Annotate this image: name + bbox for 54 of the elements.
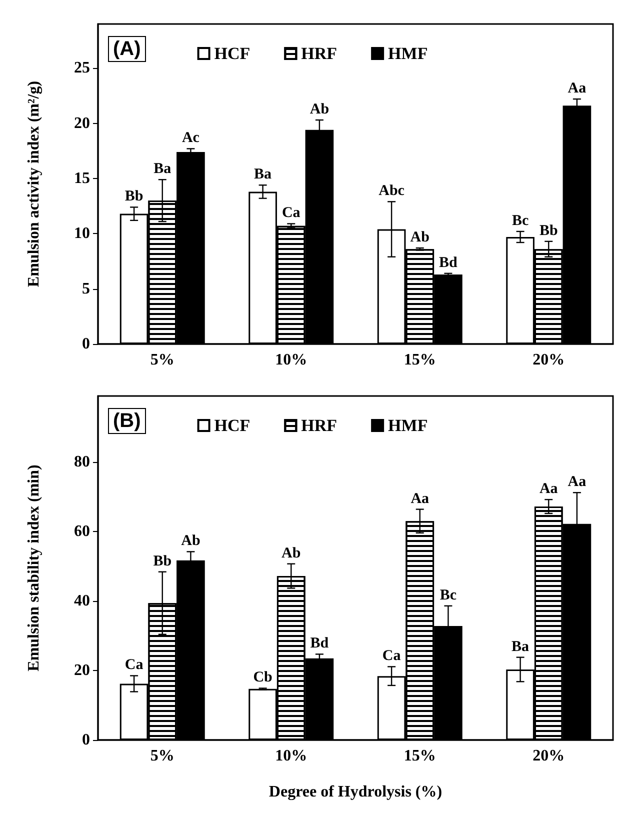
legend-label: HRF xyxy=(301,44,338,63)
x-tick-label: 20% xyxy=(532,352,565,368)
y-tick-label: 0 xyxy=(82,732,90,748)
annotation: Ab xyxy=(310,102,330,118)
legend-label: HMF xyxy=(388,44,428,63)
x-tick-label: 5% xyxy=(150,748,174,764)
annotation: Ab xyxy=(410,230,430,246)
y-tick-label: 60 xyxy=(74,523,90,540)
y-tick-label: 80 xyxy=(74,454,90,471)
annotation: Aa xyxy=(539,481,558,498)
y-axis-title: Emulsion activity index (m²/g) xyxy=(26,80,42,288)
x-tick-label: 5% xyxy=(150,352,174,368)
annotation: Bd xyxy=(310,636,330,652)
y-tick-label: 20 xyxy=(74,114,90,132)
y-tick-label: 15 xyxy=(74,170,90,187)
x-axis-title: Degree of Hydrolysis (%) xyxy=(268,784,442,800)
legend-label: HMF xyxy=(388,416,428,435)
annotation: Aa xyxy=(410,490,430,507)
legend-label: HRF xyxy=(301,416,338,435)
y-axis-title: Emulsion stability index (min) xyxy=(26,464,42,672)
x-tick-label: 10% xyxy=(275,748,308,764)
annotation: Ac xyxy=(182,130,200,146)
y-tick-label: 5 xyxy=(82,280,90,298)
annotation: Ba xyxy=(254,166,272,183)
y-tick-label: 10 xyxy=(74,225,90,242)
x-tick-label: 15% xyxy=(404,352,436,368)
y-tick-label: 40 xyxy=(74,592,90,610)
annotation: Ba xyxy=(512,638,530,655)
annotation: Bd xyxy=(439,254,458,271)
annotation: Ca xyxy=(382,648,402,664)
annotation: Ba xyxy=(154,161,172,178)
annotation: Ab xyxy=(181,533,200,550)
x-tick-label: 20% xyxy=(532,748,565,764)
annotation: Ab xyxy=(282,545,301,562)
text: (B) xyxy=(113,410,141,432)
y-tick-label: 0 xyxy=(82,336,90,352)
annotation: Bc xyxy=(512,212,529,229)
annotation: Bb xyxy=(153,553,172,570)
x-tick-label: 15% xyxy=(404,748,436,764)
y-tick-label: 20 xyxy=(74,662,90,680)
text: (A) xyxy=(113,38,141,60)
legend-label: HCF xyxy=(214,44,250,63)
annotation: Cb xyxy=(253,670,272,686)
legend-label: HCF xyxy=(214,416,250,435)
annotation: Bb xyxy=(124,188,144,205)
annotation: Bb xyxy=(539,222,558,239)
x-tick-label: 10% xyxy=(275,352,308,368)
annotation: Ca xyxy=(282,205,301,222)
annotation: Aa xyxy=(568,80,587,97)
annotation: Abc xyxy=(378,183,405,200)
y-tick-label: 25 xyxy=(74,60,90,77)
annotation: Bc xyxy=(440,587,457,604)
annotation: Ca xyxy=(124,657,144,674)
annotation: Aa xyxy=(568,474,587,490)
